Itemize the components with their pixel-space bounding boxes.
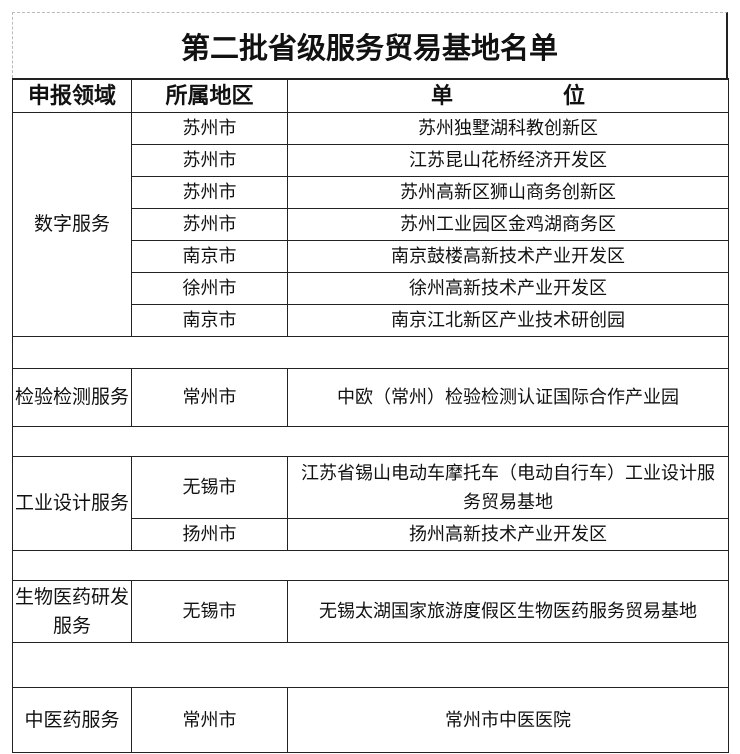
- unit-cell: 徐州高新技术产业开发区: [287, 272, 729, 305]
- unit-cell: 南京江北新区产业技术研创园: [287, 304, 729, 337]
- domain-cell: 生物医药研发服务: [12, 580, 132, 643]
- header-unit: 单位: [287, 78, 729, 113]
- unit-cell: 江苏省锡山电动车摩托车（电动自行车）工业设计服务贸易基地: [287, 456, 729, 519]
- domain-cell: 中医药服务: [12, 687, 132, 753]
- spacer-row: [12, 426, 729, 457]
- region-cell: 南京市: [131, 240, 288, 273]
- spacer-row: [12, 642, 729, 688]
- domain-cell: 工业设计服务: [12, 456, 132, 551]
- table-row: 徐州市 徐州高新技术产业开发区: [13, 272, 729, 305]
- unit-cell: 苏州高新区狮山商务创新区: [287, 176, 729, 209]
- table-row: 扬州市 扬州高新技术产业开发区: [13, 518, 729, 551]
- region-cell: 南京市: [131, 304, 288, 337]
- region-cell: 苏州市: [131, 112, 288, 145]
- unit-cell: 常州市中医医院: [287, 687, 729, 753]
- table-row: 苏州市 苏州高新区狮山商务创新区: [13, 176, 729, 209]
- table-row: 苏州市 苏州工业园区金鸡湖商务区: [13, 208, 729, 241]
- unit-cell: 苏州工业园区金鸡湖商务区: [287, 208, 729, 241]
- document-page: 第二批省级服务贸易基地名单 申报领域 所属地区 单位 数字服务 苏州市 苏州独墅…: [12, 12, 729, 753]
- table-row: 南京市 南京江北新区产业技术研创园: [13, 304, 729, 337]
- region-cell: 扬州市: [131, 518, 288, 551]
- table-row: 中医药服务 常州市 常州市中医医院: [12, 687, 729, 753]
- domain-cell: 数字服务: [12, 112, 132, 337]
- table-row: 数字服务 苏州市 苏州独墅湖科教创新区: [12, 112, 729, 337]
- unit-cell: 无锡太湖国家旅游度假区生物医药服务贸易基地: [287, 580, 729, 643]
- region-cell: 苏州市: [131, 176, 288, 209]
- spacer-row: [12, 336, 729, 369]
- unit-cell: 江苏昆山花桥经济开发区: [287, 144, 729, 177]
- page-title: 第二批省级服务贸易基地名单: [12, 12, 728, 78]
- region-cell: 无锡市: [131, 456, 288, 519]
- unit-cell: 南京鼓楼高新技术产业开发区: [287, 240, 729, 273]
- table-row: 检验检测服务 常州市 中欧（常州）检验检测认证国际合作产业园: [12, 368, 729, 427]
- table-row: 苏州市 江苏昆山花桥经济开发区: [13, 144, 729, 177]
- unit-cell: 苏州独墅湖科教创新区: [287, 112, 729, 145]
- unit-cell: 中欧（常州）检验检测认证国际合作产业园: [287, 368, 729, 427]
- header-region: 所属地区: [131, 78, 288, 113]
- header-domain: 申报领域: [12, 78, 132, 113]
- header-row: 申报领域 所属地区 单位: [12, 78, 729, 113]
- region-cell: 无锡市: [131, 580, 288, 643]
- table-row: 工业设计服务 无锡市 江苏省锡山电动车摩托车（电动自行车）工业设计服务贸易基地: [12, 456, 729, 551]
- table-row: 南京市 南京鼓楼高新技术产业开发区: [13, 240, 729, 273]
- unit-cell: 扬州高新技术产业开发区: [287, 518, 729, 551]
- region-cell: 常州市: [131, 368, 288, 427]
- table-row: 生物医药研发服务 无锡市 无锡太湖国家旅游度假区生物医药服务贸易基地: [12, 580, 729, 643]
- region-cell: 苏州市: [131, 208, 288, 241]
- spacer-row: [12, 550, 729, 581]
- region-cell: 徐州市: [131, 272, 288, 305]
- domain-cell: 检验检测服务: [12, 368, 132, 427]
- region-cell: 苏州市: [131, 144, 288, 177]
- base-list-table: 申报领域 所属地区 单位 数字服务 苏州市 苏州独墅湖科教创新区 苏州市 江苏昆…: [12, 78, 729, 753]
- region-cell: 常州市: [131, 687, 288, 753]
